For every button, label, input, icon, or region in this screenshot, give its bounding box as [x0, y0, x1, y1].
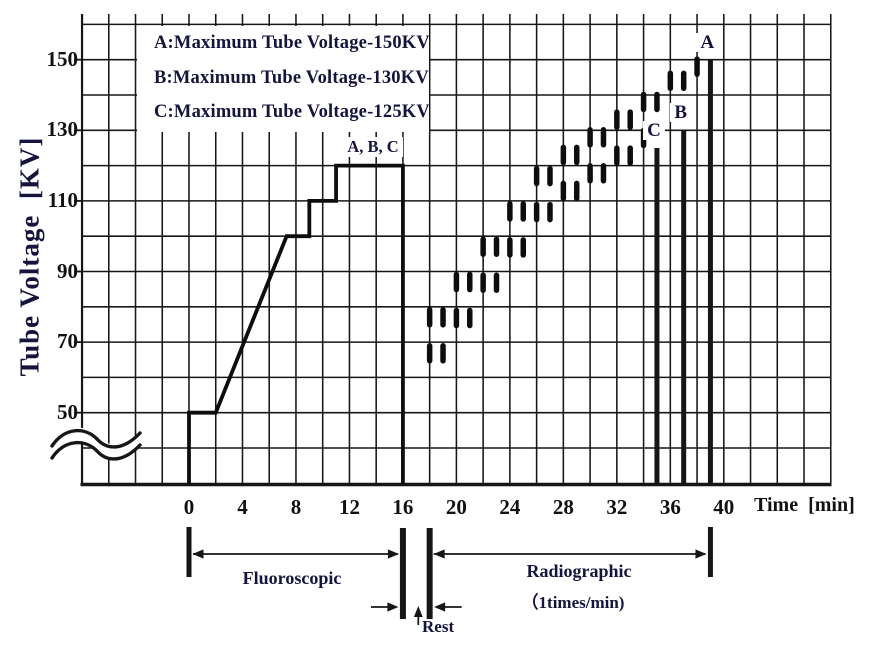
x-tick-label: 32: [606, 495, 628, 519]
x-tick-label: 16: [392, 495, 414, 519]
phase-bar-start-radiographic: [426, 528, 433, 619]
axis-break-wave: [50, 429, 142, 449]
x-tick-label: 36: [659, 495, 681, 519]
max-line-letter-C: C: [642, 120, 665, 140]
y-tick-label: 150: [46, 46, 79, 71]
phase-bar-end-radiographic: [707, 527, 713, 577]
fluoroscopic-voltage-curve: [187, 163, 405, 484]
phase-label-radiographic-rate: （1times/min): [521, 593, 625, 612]
axis-break-mask: [52, 427, 141, 460]
x-tick-label: 28: [552, 495, 574, 519]
legend-item-b: B:Maximum Tube Voltage-130KV: [154, 67, 429, 88]
phase-bar-end-fluoroscopic: [399, 528, 406, 619]
rest-pointer-arrowhead: [413, 606, 423, 617]
x-tick-label: 8: [290, 495, 302, 519]
y-tick-label: 110: [47, 187, 78, 212]
radiographic-arrowhead-right: [695, 549, 707, 559]
x-tick-label: 40: [713, 495, 735, 519]
x-axis-title: Time [min]: [754, 494, 855, 516]
y-tick-label: 90: [57, 258, 78, 283]
phase-bar-start-fluoroscopic: [186, 527, 192, 577]
plateau-label-abc: A, B, C: [343, 137, 403, 157]
x-tick-label: 4: [237, 495, 248, 519]
rest-arrowhead-left: [387, 602, 399, 612]
fluoroscopic-arrowhead-left: [192, 549, 204, 559]
rest-arrowhead-right: [434, 602, 446, 612]
y-tick-label: 70: [57, 329, 78, 354]
phase-label-radiographic: Radiographic: [526, 561, 632, 581]
legend-item-c: C:Maximum Tube Voltage-125KV: [154, 102, 430, 122]
x-tick-label: 20: [445, 495, 467, 519]
y-tick-label: 50: [57, 399, 78, 424]
phase-label-fluoroscopic: Fluoroscopic: [242, 568, 342, 588]
phase-label-rest: Rest: [422, 617, 455, 636]
x-tick-label: 24: [499, 495, 521, 519]
max-line-letter-B: B: [669, 103, 692, 123]
x-tick-label: 0: [183, 495, 195, 519]
radiographic-arrowhead-left: [433, 549, 445, 559]
x-tick-label: 12: [338, 495, 360, 519]
max-line-letter-A: A: [696, 32, 719, 52]
axis-break-wave: [50, 441, 142, 461]
fluoroscopic-arrowhead-right: [387, 549, 399, 559]
y-axis-title: Tube Voltage [KV]: [14, 136, 45, 377]
legend-item-a: A:Maximum Tube Voltage-150KV: [154, 33, 430, 53]
legend-box: A:Maximum Tube Voltage-150KV B:Maximum T…: [137, 26, 430, 132]
y-tick-label: 130: [46, 117, 79, 142]
